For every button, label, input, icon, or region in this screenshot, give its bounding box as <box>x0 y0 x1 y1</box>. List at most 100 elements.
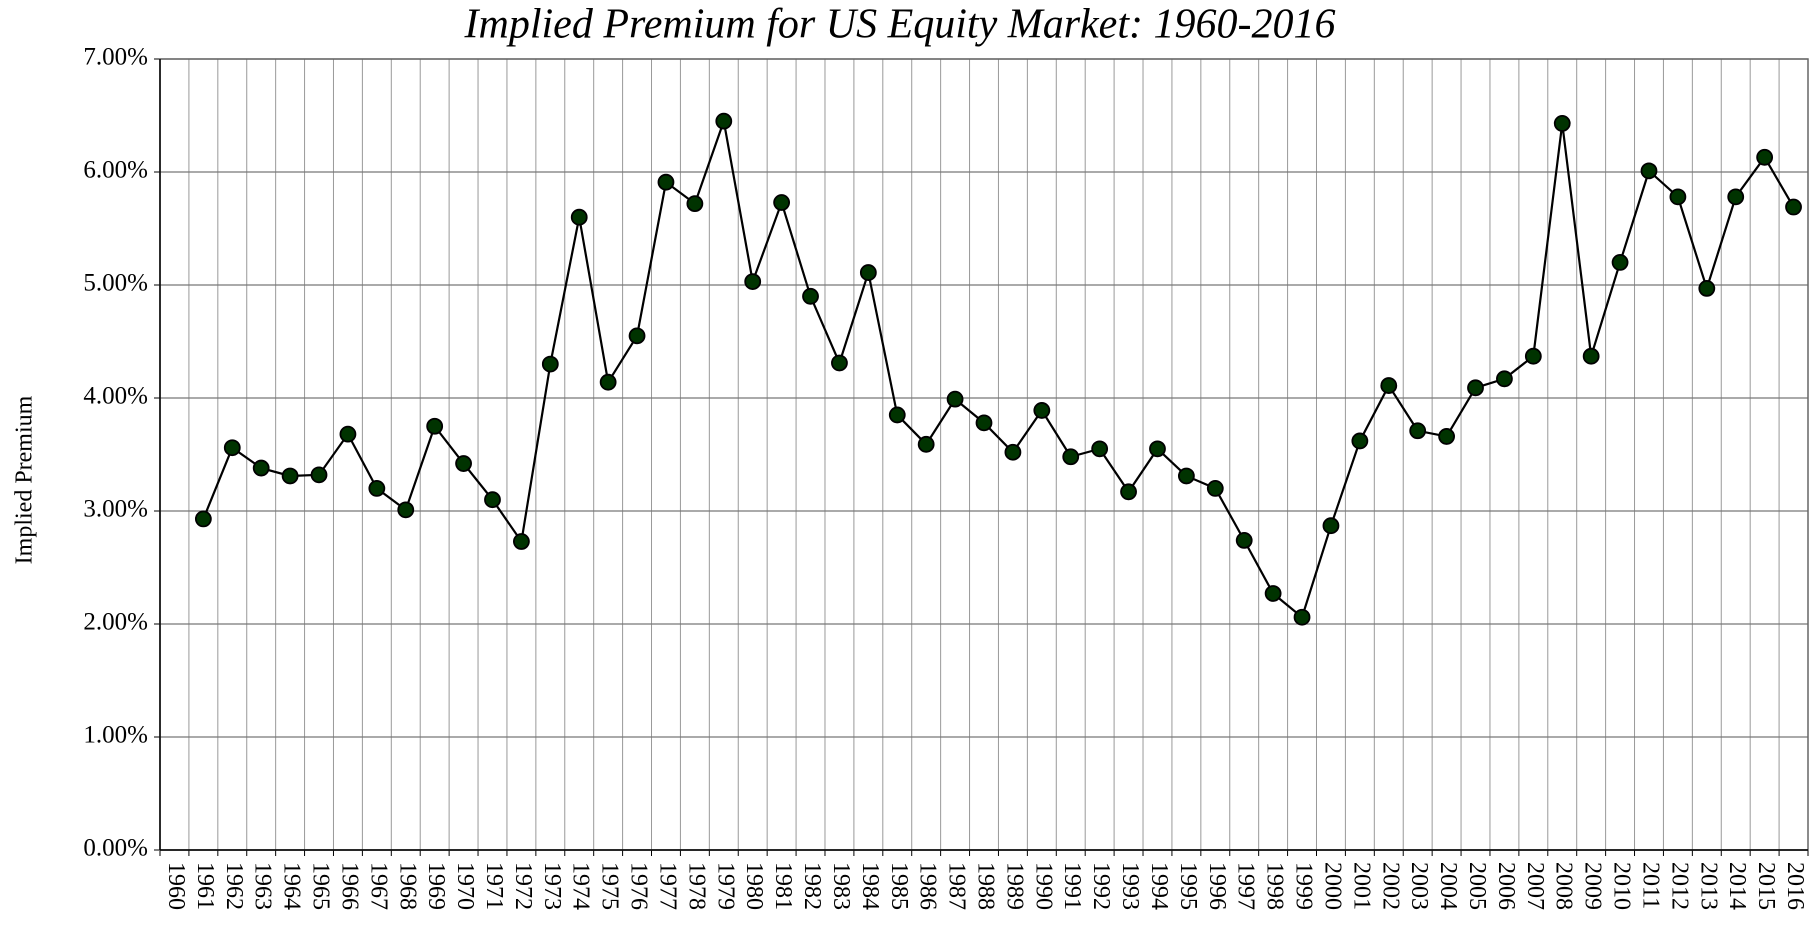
x-tick-label: 1985 <box>886 862 912 910</box>
x-tick-label: 2004 <box>1435 862 1461 910</box>
point <box>1293 608 1311 626</box>
point <box>1467 379 1484 397</box>
point <box>744 273 762 291</box>
x-tick-label: 1984 <box>857 862 883 910</box>
x-tick-label: 1972 <box>510 862 536 910</box>
x-tick-label: 1995 <box>1175 862 1201 910</box>
point <box>1640 162 1658 180</box>
point <box>657 173 675 191</box>
x-tick-label: 2008 <box>1551 862 1577 910</box>
x-tick-label: 1963 <box>250 862 276 910</box>
point <box>1004 443 1022 461</box>
x-tick-label: 1977 <box>654 862 680 910</box>
x-tick-label: 1973 <box>539 862 565 910</box>
x-tick-label: 1966 <box>336 862 362 910</box>
y-tick-label: 6.00% <box>83 157 148 184</box>
x-tick-label: 1999 <box>1291 862 1317 910</box>
x-tick-label: 2007 <box>1522 862 1548 910</box>
x-tick-label: 1994 <box>1146 862 1172 910</box>
y-axis-label: Implied Premium <box>12 395 38 564</box>
x-tick-label: 1986 <box>915 862 941 910</box>
point <box>281 467 299 485</box>
point <box>917 435 935 453</box>
point <box>1756 148 1774 166</box>
x-tick-label: 1975 <box>597 862 623 910</box>
x-tick-label: 1982 <box>799 862 825 910</box>
x-tick-label: 1996 <box>1204 862 1230 910</box>
x-tick-label: 2015 <box>1753 862 1779 910</box>
x-tick-label: 1976 <box>626 862 652 910</box>
point <box>686 195 704 213</box>
x-tick-label: 1969 <box>423 862 449 910</box>
point <box>397 501 415 519</box>
point <box>831 354 848 372</box>
point <box>1698 279 1716 297</box>
x-tick-label: 1970 <box>452 862 478 910</box>
x-tick-label: 1962 <box>221 862 247 910</box>
x-tick-label: 2012 <box>1666 862 1692 910</box>
point <box>1351 432 1369 450</box>
chart-title: Implied Premium for US Equity Market: 19… <box>464 2 1336 48</box>
x-tick-label: 2006 <box>1493 862 1519 910</box>
x-tick-label: 1964 <box>279 862 305 910</box>
x-tick-label: 2002 <box>1377 862 1403 910</box>
y-tick-label: 1.00% <box>83 722 148 749</box>
point <box>484 491 501 509</box>
y-tick-label: 3.00% <box>83 496 148 523</box>
point <box>1322 517 1340 535</box>
x-tick-label: 2005 <box>1464 862 1490 910</box>
point <box>975 414 993 432</box>
x-tick-label: 1981 <box>770 862 796 910</box>
point <box>426 417 444 435</box>
point <box>252 459 270 477</box>
point <box>859 264 877 281</box>
point <box>1177 467 1195 485</box>
point <box>1062 448 1080 466</box>
point <box>310 466 328 484</box>
point <box>1380 377 1398 394</box>
point <box>1669 188 1687 206</box>
point <box>513 533 530 550</box>
x-tick-label: 2016 <box>1782 862 1808 910</box>
point <box>1206 479 1224 497</box>
x-tick-label: 1988 <box>972 862 998 910</box>
point <box>1611 253 1629 271</box>
y-tick-label: 2.00% <box>83 609 148 636</box>
x-tick-label: 1993 <box>1117 862 1143 910</box>
point <box>628 327 646 345</box>
point <box>773 194 791 211</box>
x-tick-label: 1974 <box>568 862 594 910</box>
x-tick-label: 2001 <box>1348 862 1374 910</box>
x-tick-label: 1961 <box>192 862 218 910</box>
point <box>1727 188 1745 206</box>
point <box>888 406 906 424</box>
point <box>1553 115 1571 132</box>
x-tick-label: 2000 <box>1319 862 1345 910</box>
point <box>339 425 357 443</box>
point <box>715 112 733 130</box>
point <box>1120 483 1137 501</box>
x-tick-label: 1979 <box>712 862 738 910</box>
x-tick-label: 1992 <box>1088 862 1114 910</box>
point <box>1582 347 1600 365</box>
x-tick-label: 1991 <box>1059 862 1085 910</box>
point <box>1409 422 1427 440</box>
x-tick-label: 1960 <box>163 862 189 910</box>
point <box>1091 440 1109 458</box>
point <box>946 390 964 408</box>
point <box>541 355 559 373</box>
x-tick-label: 1980 <box>741 862 767 910</box>
x-tick-label: 1965 <box>308 862 334 910</box>
point <box>1264 585 1282 602</box>
y-tick-label: 0.00% <box>83 835 148 862</box>
point <box>1033 402 1051 419</box>
x-tick-label: 1998 <box>1262 862 1288 910</box>
x-tick-label: 1987 <box>944 862 970 910</box>
x-tick-label: 1978 <box>683 862 709 910</box>
point <box>1235 531 1253 549</box>
point <box>599 373 617 391</box>
x-tick-label: 1983 <box>828 862 854 910</box>
point <box>223 439 241 457</box>
